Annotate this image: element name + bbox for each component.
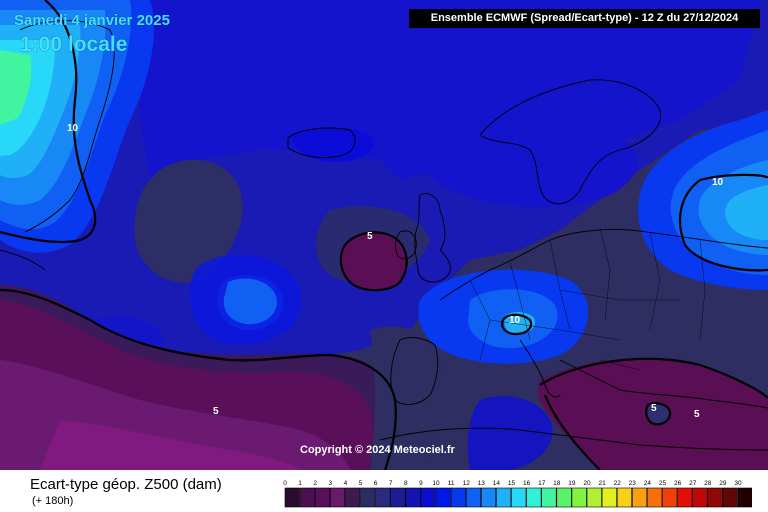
low-spread-iberia [370, 326, 444, 470]
legend-color-swatch [662, 487, 678, 508]
spread-max-greenland-top [0, 50, 32, 125]
low-spread-east-med-pocket [646, 403, 671, 425]
legend-color-swatch [707, 487, 723, 508]
low-spread-ireland [340, 232, 407, 291]
legend-tick-label: 5 [359, 480, 363, 487]
legend-color-swatch [647, 487, 663, 508]
legend-tick-label: 9 [419, 480, 423, 487]
forecast-local-time: 1:00 locale [20, 33, 128, 56]
legend-color-swatch [314, 487, 331, 508]
model-run-header: Ensemble ECMWF (Spread/Ecart-type) - 12 … [409, 9, 760, 28]
copyright-notice: Copyright © 2024 Meteociel.fr [300, 444, 455, 456]
legend-tick-label: 4 [344, 480, 348, 487]
contour-lines [0, 0, 768, 470]
legend-tick-label: 18 [553, 480, 561, 487]
legend-color-swatch [345, 487, 361, 508]
legend-color-swatch [737, 487, 752, 508]
legend-color-swatch [526, 487, 542, 508]
spread-map: 10 10 10 5 5 5 5 [0, 0, 768, 470]
contour-label: 10 [509, 315, 521, 326]
legend-tick-label: 24 [644, 480, 652, 487]
legend-tick-label: 25 [659, 480, 667, 487]
legend-tick-label: 23 [629, 480, 637, 487]
legend-tick-label: 0 [283, 480, 287, 487]
spread-blob-atlantic-core [223, 278, 277, 325]
legend-tick-label: 11 [448, 480, 455, 487]
low-spread-pocket-atlantic [134, 159, 243, 283]
spread-north-sea [419, 135, 639, 207]
color-scale-legend: 0 1 2 3 4 5 6 7 8 9 10 11 12 13 14 15 16 17 18 19 20 21 22 23 24… [283, 480, 752, 508]
legend-tick-label: 2 [313, 480, 317, 487]
legend-color-swatch [616, 487, 633, 508]
legend-tick-label: 6 [374, 480, 378, 487]
legend-color-swatch [390, 487, 406, 508]
legend-tick-label: 1 [298, 480, 302, 487]
legend-color-swatch [284, 487, 300, 508]
legend-tick-label: 22 [614, 480, 622, 487]
legend-tick-label: 14 [493, 480, 501, 487]
legend-color-swatch [481, 487, 497, 508]
legend-color-swatch [360, 487, 376, 508]
legend-color-swatch [465, 487, 481, 508]
legend-color-swatch [329, 487, 346, 508]
legend-color-swatch [435, 487, 451, 508]
contour-label: 5 [213, 406, 219, 417]
legend-color-swatch [722, 487, 738, 508]
legend-tick-label: 21 [598, 480, 606, 487]
legend-color-swatch [571, 487, 587, 508]
legend-color-swatch [677, 487, 693, 508]
legend-tick-label: 29 [719, 480, 727, 487]
spread-max-russia-core [725, 185, 768, 240]
legend-color-swatch [692, 487, 708, 508]
spread-med [467, 396, 553, 470]
legend-tick-label: 16 [523, 480, 531, 487]
contour-label: 10 [712, 177, 724, 188]
legend-tick-label: 15 [508, 480, 516, 487]
legend-tick-label: 28 [704, 480, 712, 487]
legend-tick-label: 7 [389, 480, 393, 487]
legend-color-swatch [631, 487, 648, 508]
coastlines [0, 20, 768, 451]
lead-time: (+ 180h) [32, 495, 74, 507]
contour-label: 10 [67, 123, 79, 134]
legend-tick-label: 19 [568, 480, 576, 487]
legend-color-swatch [541, 487, 557, 508]
legend-tick-label: 26 [674, 480, 682, 487]
legend-tick-label: 13 [478, 480, 486, 487]
legend-color-swatch [511, 487, 527, 508]
parameter-title: Ecart-type géop. Z500 (dam) [30, 476, 222, 493]
legend-tick-label: 30 [734, 480, 742, 487]
low-spread-south-atlantic-deep [40, 420, 300, 470]
contour-label: 5 [367, 231, 373, 242]
legend-tick-label: 17 [538, 480, 546, 487]
legend-color-swatch [586, 487, 602, 508]
legend-tick-label: 10 [432, 480, 440, 487]
legend-color-swatch [299, 487, 315, 508]
legend-color-swatch [375, 487, 391, 508]
legend-color-swatch [420, 487, 436, 508]
legend-tick-label: 3 [328, 480, 332, 487]
borders [469, 227, 706, 371]
spread-iceland [290, 127, 374, 163]
contour-label: 5 [694, 409, 700, 420]
contour-label: 5 [651, 403, 657, 414]
legend-tick-label: 27 [689, 480, 697, 487]
legend-color-swatch [496, 487, 512, 508]
legend-tick-label: 8 [404, 480, 408, 487]
forecast-date: Samedi 4 janvier 2025 [14, 12, 170, 29]
legend-color-swatch [556, 487, 572, 508]
legend-color-swatch [405, 487, 421, 508]
legend-color-swatch [601, 487, 617, 508]
legend-tick-label: 12 [463, 480, 471, 487]
legend-color-swatch [450, 487, 466, 508]
legend-tick-label: 20 [583, 480, 591, 487]
